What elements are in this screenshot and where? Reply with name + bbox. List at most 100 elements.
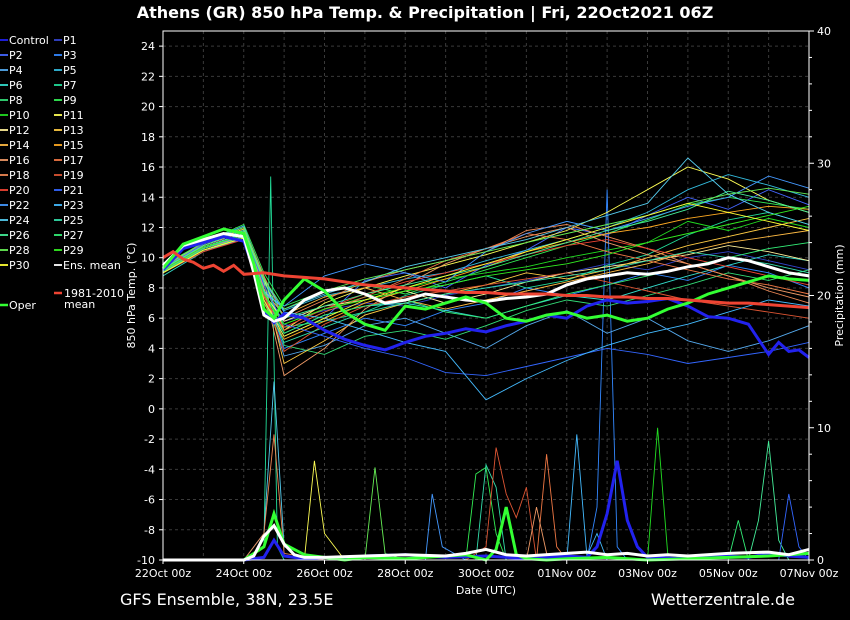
y-tick-label: 2 [148,373,155,386]
legend-item-p10: P10 [0,109,30,122]
legend-label: P11 [63,109,84,122]
legend-item-p15: P15 [54,139,84,152]
precip-line-p19 [465,447,537,561]
x-tick-label: 26Oct 00z [296,567,353,580]
legend-item-p3: P3 [54,49,77,62]
y2-tick-label: 40 [817,25,831,38]
y-tick-label: -10 [137,554,155,567]
legend-item-p22: P22 [0,199,30,212]
temp-line-p21 [162,229,810,377]
y-tick-label: 18 [141,131,155,144]
temp-line-p17 [162,233,810,331]
legend-item-1981-2010-mean: 1981-2010 mean [54,287,124,311]
y2-tick-label: 20 [817,290,831,303]
x-tick-label: 28Oct 00z [377,567,434,580]
legend-item-p9: P9 [54,94,77,107]
legend-label: P9 [63,94,77,107]
legend-label: P6 [9,79,23,92]
legend-item-p23: P23 [54,199,84,212]
footer-model-location: GFS Ensemble, 38N, 23.5E [120,590,333,609]
y-tick-label: 14 [141,191,155,204]
legend-label: P1 [63,34,77,47]
y-tick-label: 16 [141,161,155,174]
legend-label: P14 [9,139,30,152]
legend-label: P12 [9,124,30,137]
y2-axis-label: Precipitation (mm) [833,244,846,346]
legend-item-p6: P6 [0,79,23,92]
legend-item-p18: P18 [0,169,30,182]
y2-tick-label: 0 [817,554,824,567]
legend-label: P16 [9,154,30,167]
legend-item-p21: P21 [54,184,84,197]
footer-source: Wetterzentrale.de [651,590,795,609]
y-tick-label: 12 [141,221,155,234]
legend-label: P29 [63,244,84,257]
precip-line-p26 [728,440,790,561]
legend-item-p11: P11 [54,109,84,122]
legend-item-p2: P2 [0,49,23,62]
legend-label-line: mean [64,298,95,311]
legend-label: P28 [9,244,30,257]
legend-item-p13: P13 [54,124,84,137]
legend-label: P25 [63,214,84,227]
x-tick-label: 07Nov 00z [780,567,839,580]
y-tick-label: -6 [144,494,155,507]
legend-label: P8 [9,94,23,107]
legend: Control P1 P2 P3 P4 P5 P6 P7 P8 P9 P10 P11 P12 P13 P14… [0,34,124,312]
legend-label: P2 [9,49,23,62]
legend-item-p7: P7 [54,79,77,92]
legend-label: P19 [63,169,84,182]
legend-label: P4 [9,64,23,77]
legend-label: 1981-2010 mean [64,287,124,311]
y-tick-label: 0 [148,403,155,416]
legend-label: P23 [63,199,84,212]
legend-item-p12: P12 [0,124,30,137]
legend-label: P13 [63,124,84,137]
legend-item-p30: P30 [0,259,30,272]
legend-label: Ens. mean [63,259,121,272]
legend-item-p20: P20 [0,184,30,197]
legend-item-p29: P29 [54,244,84,257]
legend-label: P30 [9,259,30,272]
x-tick-label: 22Oct 00z [135,567,192,580]
legend-label: P5 [63,64,77,77]
x-tick-label: 01Nov 00z [537,567,596,580]
precip-line-p28 [344,467,406,561]
y-tick-label: -8 [144,524,155,537]
legend-item-p25: P25 [54,214,84,227]
legend-item-oper: Oper [0,299,36,312]
legend-item-p19: P19 [54,169,84,182]
y-tick-label: 6 [148,312,155,325]
legend-label-line: 1981-2010 [64,287,124,300]
legend-label: P15 [63,139,84,152]
legend-label: P21 [63,184,84,197]
x-tick-label: 05Nov 00z [699,567,758,580]
y-tick-label: -2 [144,433,155,446]
legend-item-p28: P28 [0,244,30,257]
precip-line-p17 [516,454,568,561]
precip-line-p22 [405,493,467,561]
y-axis-label: 850 hPa Temp. (°C) [125,243,138,349]
precip-line-ens-mean [163,523,810,562]
legend-item-p17: P17 [54,154,84,167]
y2-axis-ticks: 0 10 20 30 40 [809,25,831,567]
legend-label: P27 [63,229,84,242]
temp-line-p29 [162,205,810,325]
legend-label: P24 [9,214,30,227]
legend-label: P26 [9,229,30,242]
legend-label: P10 [9,109,30,122]
x-tick-label: 24Oct 00z [216,567,273,580]
y-tick-label: 8 [148,282,155,295]
legend-label: Oper [9,299,36,312]
legend-item-ens-mean: Ens. mean [54,259,121,272]
legend-label: Control [9,34,49,47]
chart-title: Athens (GR) 850 hPa Temp. & Precipitatio… [137,3,714,23]
legend-item-p1: P1 [54,34,77,47]
legend-item-p27: P27 [54,229,84,242]
legend-item-p16: P16 [0,154,30,167]
legend-label: P17 [63,154,84,167]
legend-item-p26: P26 [0,229,30,242]
